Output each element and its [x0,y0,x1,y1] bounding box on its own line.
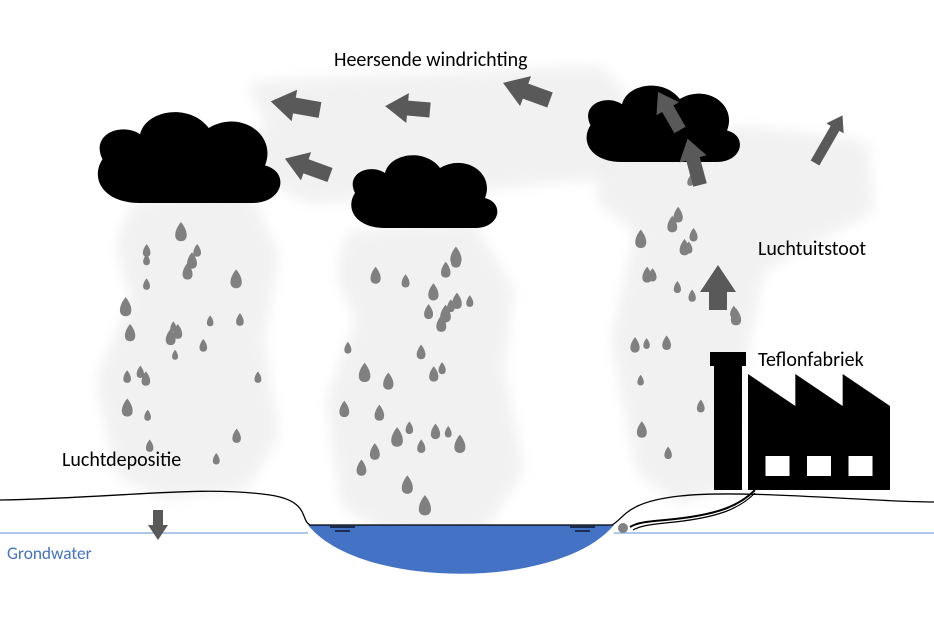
droplet-icon [344,342,351,354]
air-emission-label: Luchtuitstoot [758,237,866,261]
wind-direction-label: Heersende windrichting [334,48,528,72]
water-body [308,525,614,574]
diagram-canvas [0,0,934,641]
droplet-icon [120,297,131,316]
air-deposition-label: Luchtdepositie [62,448,181,472]
discharge-outlet [618,523,628,533]
deposition-arrow-icon [148,510,168,540]
factory-icon [710,352,890,490]
pollution-plume-texture [330,225,520,535]
cloud-icon [98,112,281,203]
factory-label: Teflonfabriek [758,348,864,372]
groundwater-label: Grondwater [7,542,92,564]
